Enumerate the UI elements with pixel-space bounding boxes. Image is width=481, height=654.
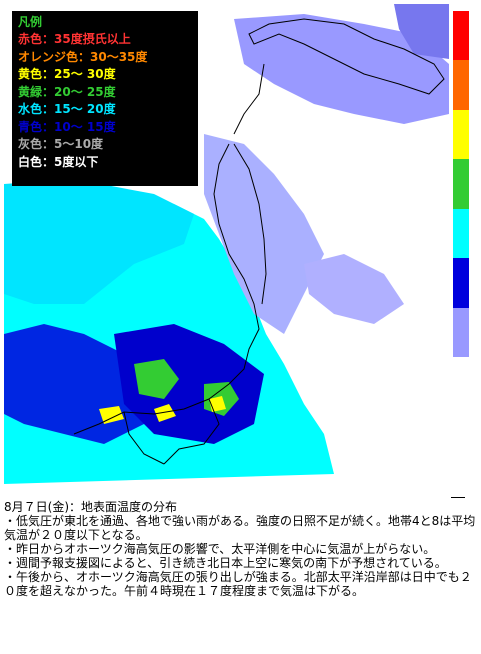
legend-item: 白色：5度以下 <box>18 154 99 169</box>
cyan-overlay <box>4 179 194 304</box>
legend-item: 黄色：25〜 30度 <box>18 67 116 81</box>
color-scale-cell <box>453 60 469 110</box>
caption-bullet: ・午後から、オホーツク海高気圧の張り出しが強まる。北部太平洋沿岸部は日中でも２０… <box>4 570 472 598</box>
color-scale-cell <box>453 109 469 160</box>
color-scale-cell <box>453 11 469 61</box>
legend-title: 凡例 <box>18 15 43 29</box>
yellow-patch <box>99 406 124 424</box>
coastlines <box>73 18 445 465</box>
temperature-map: 凡例 赤色：35度摂氏以上オレンジ色：30〜35度 黄色：25〜 30度 黄緑：20… <box>4 4 476 484</box>
yellow-patch <box>154 404 176 422</box>
pacific-cool-region <box>304 254 404 324</box>
color-scale-cell <box>453 159 469 209</box>
tohoku-cool-region <box>204 134 324 334</box>
color-scale-bar <box>453 11 469 357</box>
color-scale-cell <box>453 208 469 259</box>
legend-item: 赤色：35度摂氏以上 <box>18 32 131 46</box>
legend: 凡例 赤色：35度摂氏以上オレンジ色：30〜35度 黄色：25〜 30度 黄緑：20… <box>12 11 198 186</box>
scale-mark <box>451 497 465 498</box>
caption: 8月７日(金)：地表面温度の分布 ・低気圧が東北を通過、各地で強い雨がある。強度… <box>4 500 479 598</box>
legend-item: 青色：10〜 15度 <box>18 119 116 134</box>
caption-bullet: ・低気圧が東北を通過、各地で強い雨がある。強度の日照不足が続く。地帯4と8は平均… <box>4 514 476 542</box>
hokkaido-cool-region <box>234 14 449 124</box>
legend-item: 灰色：5〜10度 <box>18 137 104 151</box>
color-scale-cell <box>453 307 469 357</box>
map-graphic <box>4 4 449 484</box>
legend-rows: 赤色：35度摂氏以上オレンジ色：30〜35度 黄色：25〜 30度 黄緑：20〜 2… <box>18 31 198 171</box>
legend-item: 黄緑：20〜 25度 <box>18 84 116 99</box>
yellow-patch <box>209 396 226 412</box>
sakhalin-cool-region <box>394 4 449 59</box>
legend-item: オレンジ色：30〜35度 <box>18 49 148 64</box>
color-scale-cell <box>453 258 469 308</box>
caption-bullet: ・昨日からオホーツク海高気圧の影響で、太平洋側を中心に気温が上がらない。 <box>4 542 436 556</box>
legend-item: 水色：15〜 20度 <box>18 102 116 116</box>
green-patch <box>134 359 179 399</box>
caption-heading: 8月７日(金)：地表面温度の分布 <box>4 500 177 514</box>
caption-bullet: ・週間予報支援図によると、引き続き北日本上空に寒気の南下が予想されている。 <box>4 556 447 570</box>
